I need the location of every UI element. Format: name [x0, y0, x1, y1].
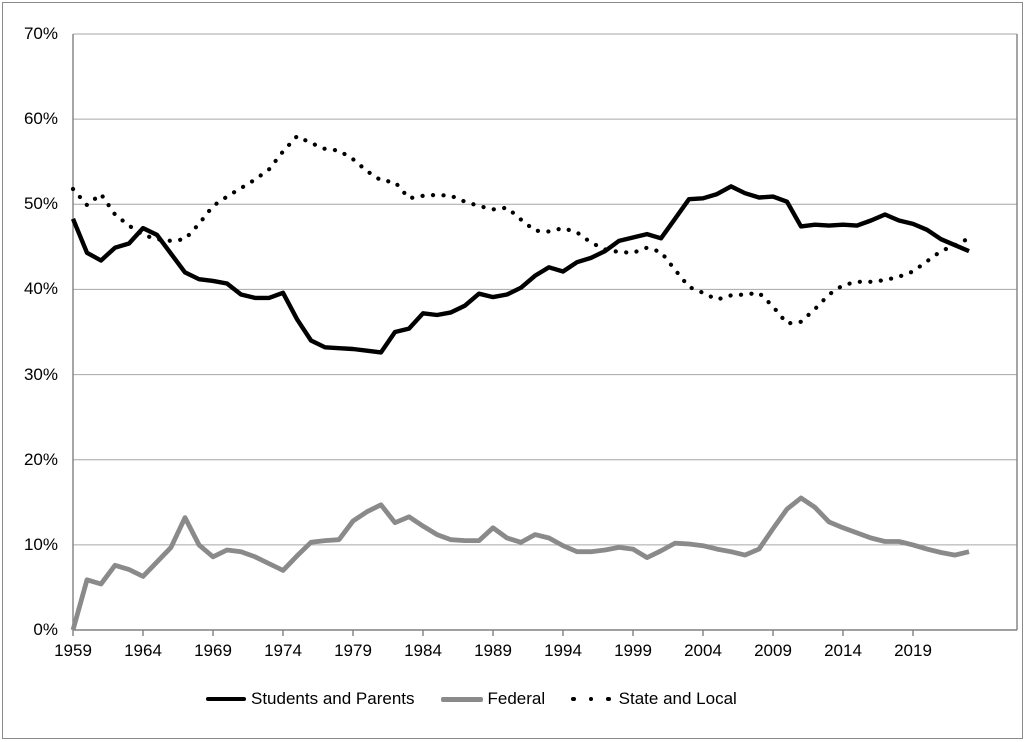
x-axis-label: 1974: [264, 641, 302, 660]
y-axis-label: 50%: [23, 194, 58, 214]
x-axis-label: 1959: [54, 641, 92, 660]
legend-label-federal: Federal: [487, 689, 546, 708]
y-axis-label: 40%: [23, 279, 58, 299]
y-axis-label: 0%: [33, 620, 58, 639]
legend: Students and Parents Federal State and L…: [206, 688, 737, 710]
x-axis-label: 1994: [544, 641, 582, 660]
series-state-and-local-line: [70, 134, 972, 326]
solid-gray-line-swatch-icon: [440, 696, 483, 702]
dotted-line-swatch-icon: [571, 696, 611, 702]
series-students-and-parents-line: [70, 184, 970, 355]
legend-item-students-and-parents: Students and Parents: [206, 688, 415, 710]
x-axis-label: 2019: [894, 641, 932, 660]
x-axis-label: 1964: [124, 641, 162, 660]
x-axis-label: 1989: [474, 641, 512, 660]
y-axis-label: 20%: [23, 449, 58, 469]
legend-item-state-and-local: State and Local: [571, 688, 737, 710]
x-axis-label: 1999: [614, 641, 652, 660]
x-axis-label: 1984: [404, 641, 442, 660]
legend-item-federal: Federal: [440, 688, 546, 710]
series-federal-line: [70, 495, 970, 631]
y-axis-label: 10%: [23, 534, 58, 554]
x-axis-label: 1969: [194, 641, 232, 660]
legend-label-students-and-parents: Students and Parents: [251, 689, 415, 708]
y-axis-label: 60%: [23, 109, 58, 129]
x-axis-label: 2014: [824, 641, 862, 660]
x-axis-label: 2009: [754, 641, 792, 660]
legend-label-state-and-local: State and Local: [618, 689, 737, 708]
y-axis-label: 30%: [23, 364, 58, 384]
x-axis-label: 1979: [334, 641, 372, 660]
y-axis-label: 70%: [23, 24, 58, 43]
solid-black-line-swatch-icon: [206, 696, 246, 702]
x-axis-label: 2004: [684, 641, 722, 660]
